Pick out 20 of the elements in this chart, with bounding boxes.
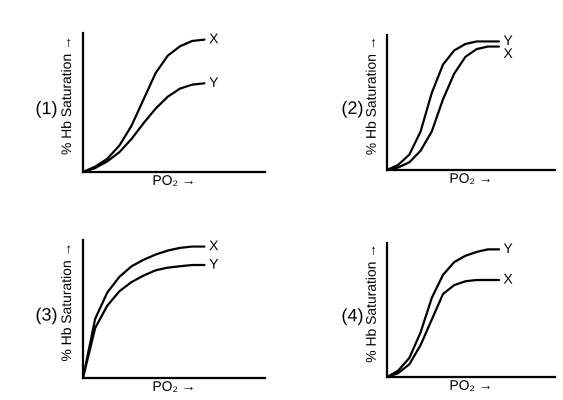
y-axis-title: % Hb Saturation → [60,245,72,362]
series-label: X [504,48,512,58]
series-label: X [210,240,218,250]
text: (2) [342,100,362,118]
series-label: Y [504,35,512,46]
text: (3) [36,307,56,324]
text: (1) [36,101,56,118]
series-label: X [504,274,512,284]
y-axis-title: % Hb Saturation → [60,38,72,154]
x-axis-title: PO₂ → [154,381,193,392]
x-axis-title: PO₂ → [450,380,490,392]
y-axis-title: % Hb Saturation → [366,246,376,362]
x-axis-title: PO₂ → [154,175,193,186]
text: (4) [342,308,362,326]
y-axis-title: % Hb Saturation → [366,39,376,155]
series-label: Y [504,243,512,253]
series-label: Y [209,259,218,269]
series-label: Y [209,77,218,87]
x-axis-title: PO₂ → [450,173,490,184]
series-label: X [210,34,218,44]
